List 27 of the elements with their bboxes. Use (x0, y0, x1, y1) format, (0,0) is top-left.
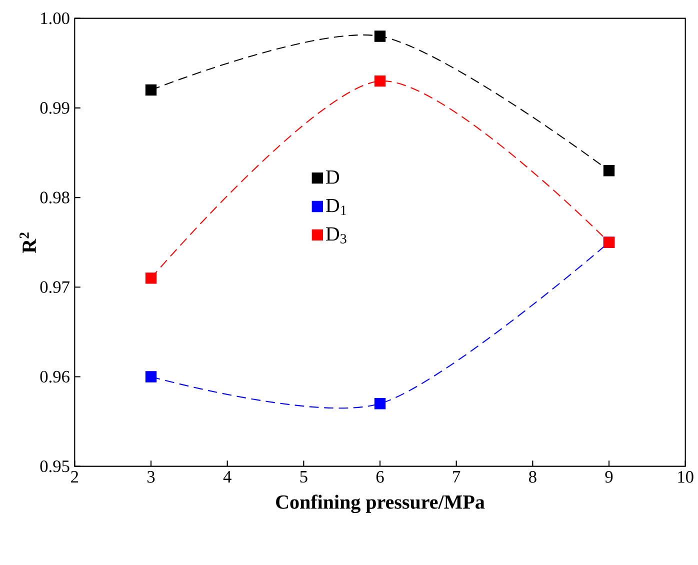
x-tick-label: 7 (453, 471, 460, 482)
x-tick-label: 2 (71, 471, 78, 483)
point (374, 30, 386, 42)
y-tick-label: 0.98 (40, 192, 70, 204)
point (145, 272, 157, 284)
point (145, 371, 157, 382)
point (374, 75, 386, 87)
y-tick-label: 1.00 (41, 12, 70, 24)
point (145, 84, 157, 96)
y-tick-label: 0.95 (40, 460, 70, 472)
x-tick-label: 3 (148, 471, 155, 483)
x-tick-label: 9 (605, 471, 613, 483)
point (603, 165, 615, 176)
x-tick-label: 4 (223, 471, 232, 482)
x-tick-label: 10 (678, 471, 694, 483)
x-tick-label: 8 (529, 471, 536, 483)
legend-label: D (326, 170, 340, 184)
x-tick-label: 6 (376, 471, 384, 483)
point (374, 398, 386, 410)
legend-label: D$_{1}$ (326, 198, 346, 215)
x-axis-title: Confining pressure/MPa (276, 494, 485, 514)
y-tick-label: 0.96 (40, 370, 70, 383)
y-axis-title: R$^{2}$ (20, 232, 36, 254)
y-tick-label: 0.97 (40, 281, 70, 294)
y-tick-label: 0.99 (40, 102, 70, 114)
x-tick-label: 5 (300, 471, 308, 483)
legend-label: D$_{3}$ (326, 227, 346, 244)
